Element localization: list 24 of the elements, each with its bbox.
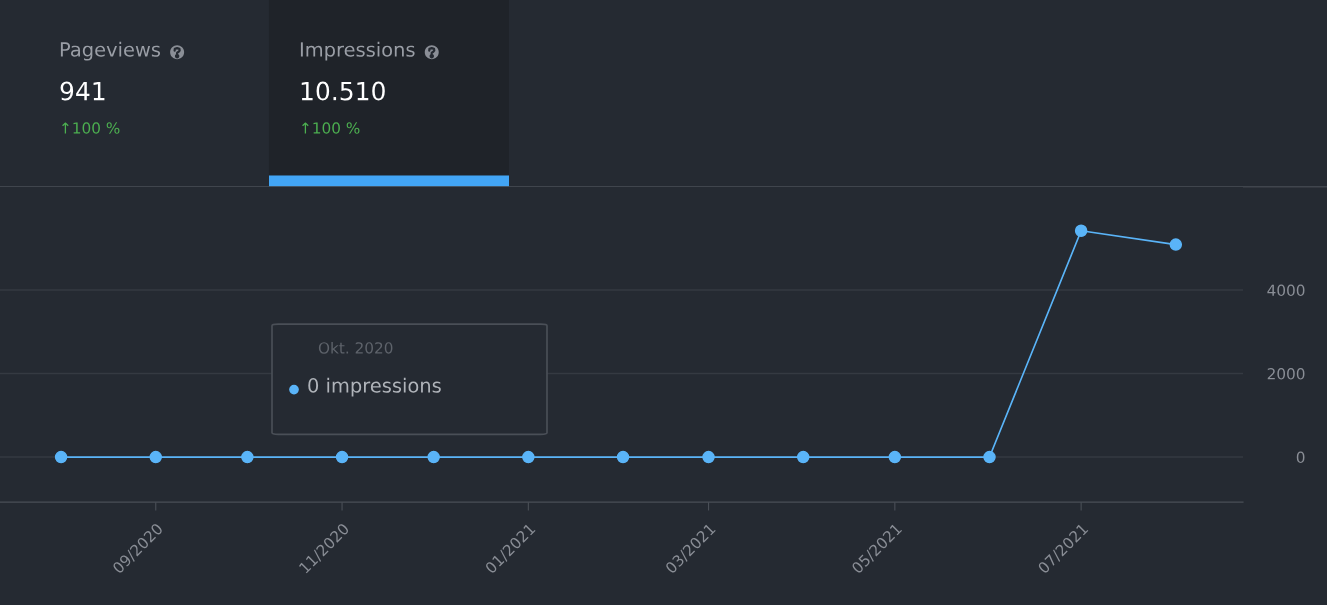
text: Pageviews [60,41,161,61]
text: Impressions [300,41,415,61]
point [522,450,535,464]
text: 10.510 [301,81,385,101]
annotation: Okt. 2020 [318,341,393,354]
point [241,450,254,464]
text: ↑100 % [302,122,360,134]
point [1169,238,1183,251]
y-tick-label: 4000 [1267,284,1305,297]
point [427,450,440,464]
y-tick-label: 2000 [1267,368,1305,380]
point [796,450,810,464]
point [1074,224,1088,238]
point [335,450,349,464]
point [54,450,68,464]
text: 941 [60,81,105,101]
y-tick-label: 0 [1296,451,1305,464]
point [702,450,715,464]
point [149,450,163,464]
text: ↑100 % [62,122,120,134]
point [983,450,996,464]
point [616,450,630,464]
point [888,450,902,464]
annotation: 0 impressions [308,377,441,397]
